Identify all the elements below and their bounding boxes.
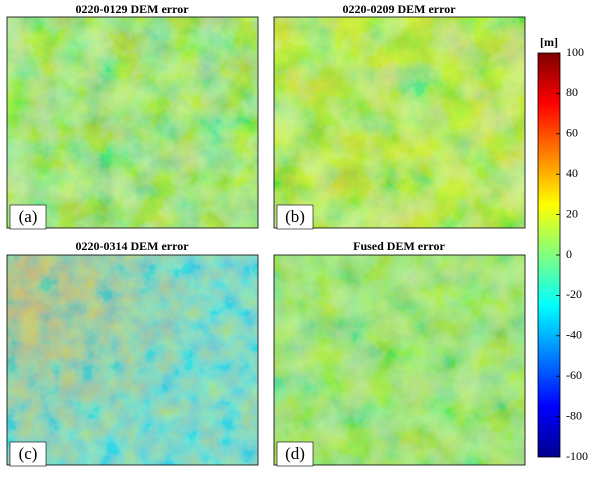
colorbar-tick-label: 80: [566, 85, 578, 99]
colorbar-tick-label: 100: [566, 45, 584, 59]
colorbar-tick-label: -100: [566, 449, 588, 463]
colorbar-tick-label: -60: [566, 368, 582, 382]
panel-label: (b): [285, 207, 305, 226]
panel-b: [273, 16, 526, 230]
panel-label: (d): [285, 444, 305, 463]
colorbar-tick-label: 20: [566, 206, 578, 220]
panel-title: 0220-0129 DEM error: [75, 2, 189, 16]
colorbar-tick-label: 0: [566, 247, 572, 261]
panel-title: 0220-0314 DEM error: [75, 239, 189, 253]
colorbar-tick-label: -20: [566, 287, 582, 301]
colorbar-unit: [m]: [540, 35, 558, 49]
panel-a: [6, 16, 259, 230]
panel-d: [273, 254, 526, 467]
panel-label: (a): [19, 207, 38, 226]
panel-title: 0220-0209 DEM error: [342, 2, 456, 16]
panel-label: (c): [19, 444, 38, 463]
colorbar-tick-label: 60: [566, 126, 578, 140]
panel-c: [6, 254, 259, 467]
colorbar-tick-label: -40: [566, 328, 582, 342]
panel-title: Fused DEM error: [353, 239, 445, 253]
colorbar-tick-label: 40: [566, 166, 578, 180]
colorbar-tick-label: -80: [566, 408, 582, 422]
